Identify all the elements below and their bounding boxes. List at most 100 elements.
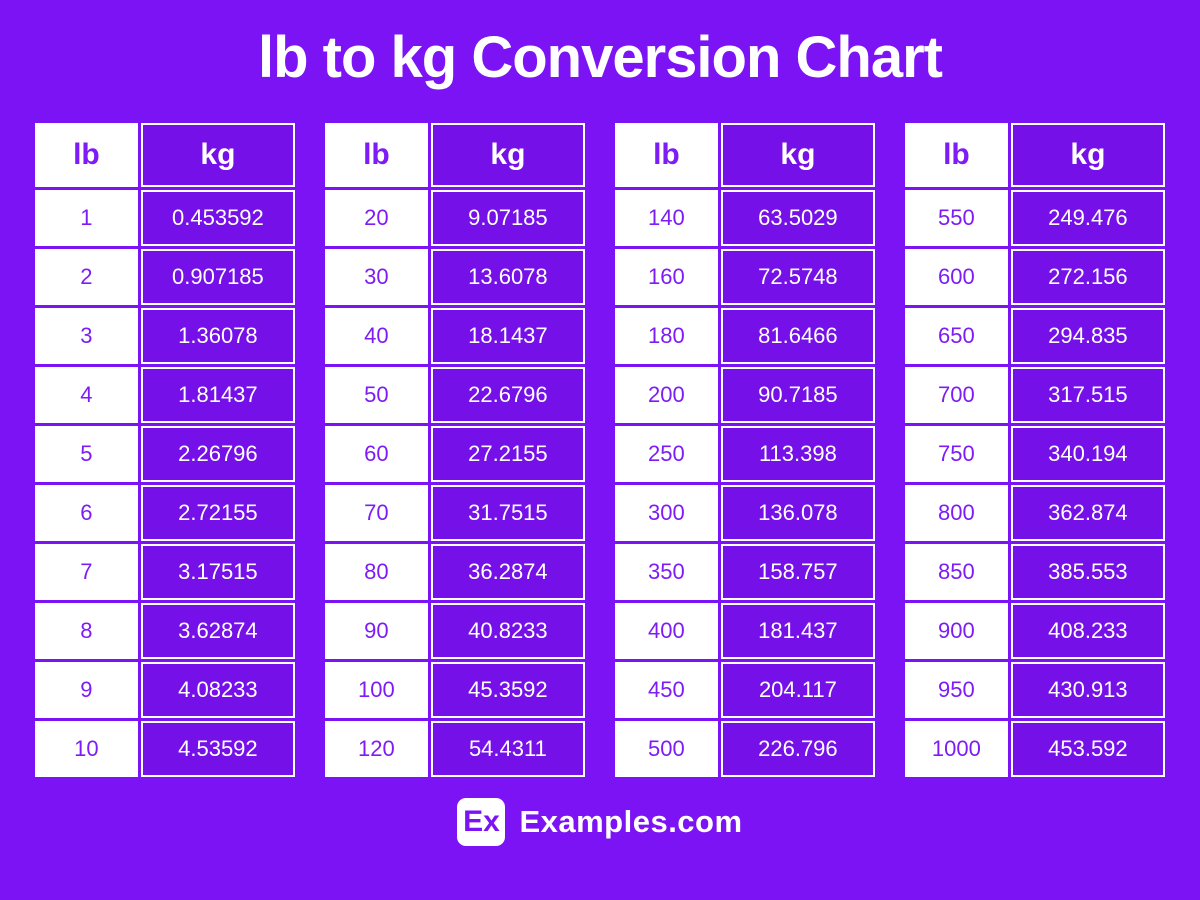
- table-row: 50 22.6796: [325, 366, 585, 423]
- kg-value-cell: 181.437: [720, 602, 875, 659]
- table-row: 8 3.62874: [35, 602, 295, 659]
- lb-value-cell: 450: [615, 661, 718, 718]
- kg-value-cell: 31.7515: [430, 484, 585, 541]
- table-row: 900 408.233: [905, 602, 1165, 659]
- kg-value-cell: 0.453592: [140, 189, 295, 246]
- table-row: 850 385.553: [905, 543, 1165, 600]
- lb-value-cell: 1000: [905, 720, 1008, 777]
- kg-column-header: kg: [430, 122, 585, 187]
- table-row: 100 45.3592: [325, 661, 585, 718]
- lb-value-cell: 50: [325, 366, 428, 423]
- kg-value-cell: 430.913: [1010, 661, 1165, 718]
- lb-value-cell: 8: [35, 602, 138, 659]
- lb-value-cell: 250: [615, 425, 718, 482]
- lb-value-cell: 600: [905, 248, 1008, 305]
- table-row: 200 90.7185: [615, 366, 875, 423]
- kg-value-cell: 226.796: [720, 720, 875, 777]
- lb-value-cell: 40: [325, 307, 428, 364]
- lb-value-cell: 90: [325, 602, 428, 659]
- kg-value-cell: 136.078: [720, 484, 875, 541]
- lb-value-cell: 850: [905, 543, 1008, 600]
- lb-value-cell: 60: [325, 425, 428, 482]
- header-row: lb kg: [325, 122, 585, 187]
- kg-value-cell: 0.907185: [140, 248, 295, 305]
- conversion-table: lb kg 20 9.07185 30 13.6078 40 18.1437 50 22.6796…: [322, 120, 588, 780]
- lb-column-header: lb: [905, 122, 1008, 187]
- lb-value-cell: 900: [905, 602, 1008, 659]
- kg-value-cell: 385.553: [1010, 543, 1165, 600]
- kg-value-cell: 1.36078: [140, 307, 295, 364]
- kg-value-cell: 2.72155: [140, 484, 295, 541]
- lb-value-cell: 700: [905, 366, 1008, 423]
- lb-value-cell: 100: [325, 661, 428, 718]
- table-row: 1000 453.592: [905, 720, 1165, 777]
- kg-value-cell: 36.2874: [430, 543, 585, 600]
- lb-value-cell: 3: [35, 307, 138, 364]
- lb-value-cell: 2: [35, 248, 138, 305]
- lb-value-cell: 160: [615, 248, 718, 305]
- table-row: 450 204.117: [615, 661, 875, 718]
- table-row: 30 13.6078: [325, 248, 585, 305]
- kg-value-cell: 9.07185: [430, 189, 585, 246]
- table-row: 1 0.453592: [35, 189, 295, 246]
- table-row: 3 1.36078: [35, 307, 295, 364]
- kg-value-cell: 22.6796: [430, 366, 585, 423]
- table-row: 4 1.81437: [35, 366, 295, 423]
- table-row: 800 362.874: [905, 484, 1165, 541]
- kg-column-header: kg: [1010, 122, 1165, 187]
- table-row: 6 2.72155: [35, 484, 295, 541]
- conversion-table: lb kg 550 249.476 600 272.156 650 294.835 700 317…: [902, 120, 1168, 780]
- kg-value-cell: 3.62874: [140, 602, 295, 659]
- lb-value-cell: 70: [325, 484, 428, 541]
- kg-value-cell: 1.81437: [140, 366, 295, 423]
- lb-value-cell: 80: [325, 543, 428, 600]
- lb-value-cell: 10: [35, 720, 138, 777]
- brand-name: Examples.com: [519, 803, 743, 839]
- table-row: 2 0.907185: [35, 248, 295, 305]
- table-row: 5 2.26796: [35, 425, 295, 482]
- table-row: 90 40.8233: [325, 602, 585, 659]
- kg-value-cell: 158.757: [720, 543, 875, 600]
- lb-value-cell: 7: [35, 543, 138, 600]
- table-row: 650 294.835: [905, 307, 1165, 364]
- table-row: 550 249.476: [905, 189, 1165, 246]
- examples-logo-icon: Ex: [457, 797, 506, 846]
- table-row: 7 3.17515: [35, 543, 295, 600]
- lb-value-cell: 350: [615, 543, 718, 600]
- lb-value-cell: 140: [615, 189, 718, 246]
- table-row: 180 81.6466: [615, 307, 875, 364]
- kg-value-cell: 63.5029: [720, 189, 875, 246]
- kg-value-cell: 362.874: [1010, 484, 1165, 541]
- table-row: 300 136.078: [615, 484, 875, 541]
- lb-value-cell: 180: [615, 307, 718, 364]
- table-row: 600 272.156: [905, 248, 1165, 305]
- lb-value-cell: 9: [35, 661, 138, 718]
- kg-value-cell: 204.117: [720, 661, 875, 718]
- lb-value-cell: 20: [325, 189, 428, 246]
- conversion-tables: lb kg 1 0.453592 2 0.907185 3 1.36078 4 1.81437 5 2…: [0, 120, 1200, 780]
- table-row: 60 27.2155: [325, 425, 585, 482]
- table-row: 750 340.194: [905, 425, 1165, 482]
- lb-value-cell: 30: [325, 248, 428, 305]
- kg-value-cell: 3.17515: [140, 543, 295, 600]
- lb-value-cell: 750: [905, 425, 1008, 482]
- lb-column-header: lb: [325, 122, 428, 187]
- kg-value-cell: 113.398: [720, 425, 875, 482]
- lb-value-cell: 1: [35, 189, 138, 246]
- table-row: 20 9.07185: [325, 189, 585, 246]
- kg-value-cell: 4.53592: [140, 720, 295, 777]
- table-row: 160 72.5748: [615, 248, 875, 305]
- kg-value-cell: 2.26796: [140, 425, 295, 482]
- table-row: 120 54.4311: [325, 720, 585, 777]
- kg-value-cell: 72.5748: [720, 248, 875, 305]
- conversion-table: lb kg 1 0.453592 2 0.907185 3 1.36078 4 1.81437 5 2…: [32, 120, 298, 780]
- table-row: 10 4.53592: [35, 720, 295, 777]
- lb-value-cell: 500: [615, 720, 718, 777]
- kg-column-header: kg: [720, 122, 875, 187]
- lb-value-cell: 200: [615, 366, 718, 423]
- page-title: lb to kg Conversion Chart: [258, 25, 943, 90]
- kg-value-cell: 54.4311: [430, 720, 585, 777]
- footer: Ex Examples.com: [0, 797, 1200, 846]
- kg-value-cell: 18.1437: [430, 307, 585, 364]
- kg-value-cell: 340.194: [1010, 425, 1165, 482]
